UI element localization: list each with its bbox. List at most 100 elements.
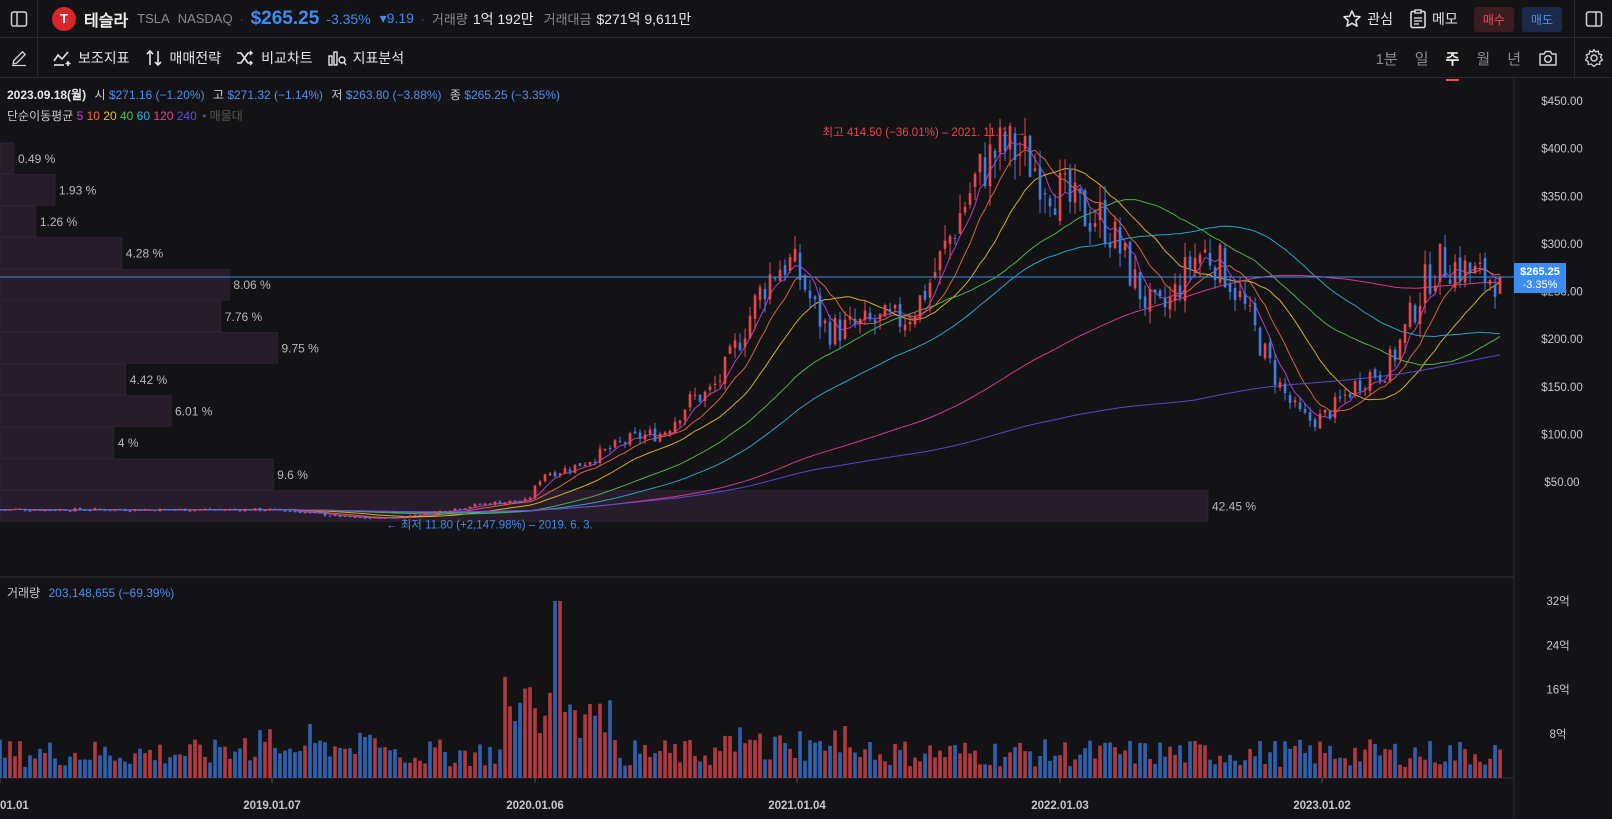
ma-period-60[interactable]: 60 [133,109,151,123]
candle-body [673,421,677,433]
candle-body [873,320,877,323]
volume-bar [618,757,622,778]
volume-bar [1388,749,1392,778]
volume-bar [298,750,302,778]
candle-body [1263,343,1267,359]
volume-bar [1108,742,1112,778]
candle-body [768,274,772,300]
candle-body [703,391,707,401]
candle-body [323,513,327,516]
candle-body [308,512,312,514]
candle-body [138,509,142,511]
camera-icon[interactable] [1538,49,1558,67]
ma-period-240[interactable]: 240 [173,109,197,123]
ma-period-5[interactable]: 5 [76,109,84,123]
candle-body [933,272,937,278]
ma-legend[interactable]: 단순이동평균 5 10 20 40 60 120 240 • 매물대 [7,107,243,124]
favorite-button[interactable]: 관심 [1342,9,1393,29]
gear-icon[interactable] [1574,38,1612,78]
candle-body [1128,242,1132,286]
candle-body [708,386,712,390]
amount-value: $271억 9,611만 [596,10,692,27]
volume-profile-bar [0,205,37,238]
volume-bar [998,766,1002,778]
y-axis-tick-label: $200.00 [1541,334,1583,346]
volume-bar [668,752,672,778]
stock-name[interactable]: 테슬라 [84,12,129,30]
price-chart[interactable]: 0.49 % 1.93 % 1.26 % 4.28 % 8.06 % 7.76 % 9.75… [0,78,1612,819]
volume-bar [1288,748,1292,778]
volume-bar [3,757,7,778]
period-month[interactable]: 월 [1476,50,1491,68]
volume-profile-label[interactable]: • 매물대 [202,109,243,123]
candle-body [1243,293,1247,304]
candle-body [853,318,857,325]
volume-bar [988,764,992,778]
candle-body [438,510,442,512]
ma-period-10[interactable]: 10 [83,109,100,123]
volume-bar [703,755,707,778]
period-week[interactable]: 주 [1445,48,1459,81]
volume-bar [598,703,602,778]
indicators-button[interactable]: 보조지표 [52,48,130,68]
separator-dot: · [420,11,425,26]
period-day[interactable]: 일 [1414,50,1429,68]
volume-bar [1218,755,1222,778]
candle-body [448,510,452,512]
volume-bar [788,748,792,778]
volume-bar [1038,756,1042,778]
volume-bar [893,744,897,778]
period-1min[interactable]: 1분 [1375,50,1398,68]
pencil-icon[interactable] [0,37,38,78]
volume-bar [793,757,797,778]
candle-body [688,394,692,408]
volume-bar [183,755,187,778]
strategy-button[interactable]: 매매전략 [144,48,221,68]
volume-bar [543,715,547,778]
candle-body [1078,188,1082,194]
candle-body [103,509,107,511]
right-panel-toggle-icon[interactable] [1574,0,1612,38]
candle-body [1093,223,1097,227]
top-bar: T 테슬라 TSLA NASDAQ · $265.25 -3.35% ▾9.19… [0,0,1612,38]
volume-bar [1058,755,1062,778]
volume-bar [558,601,562,778]
volume-bar [348,748,352,778]
candle-body [558,473,562,476]
ma-period-40[interactable]: 40 [116,109,134,123]
volume-bar [133,753,137,778]
volume-bar [163,763,167,778]
period-year[interactable]: 년 [1507,50,1521,68]
volume-bar [1028,751,1032,778]
candle-body [1143,296,1147,308]
candle-body [1333,397,1337,418]
candle-body [163,509,167,511]
volume-bar [173,754,177,778]
volume-bar [1373,744,1377,778]
volume-bar [493,763,497,778]
buy-button[interactable]: 매수 [1473,6,1514,32]
volume-bar [303,745,307,778]
volume-bar [863,749,867,778]
candle-body [943,240,947,249]
y-axis-tick-label: $300.00 [1541,239,1583,251]
sidebar-toggle-icon[interactable] [0,0,38,38]
volume-bar [1303,752,1307,778]
volume-bar [968,753,972,778]
memo-button[interactable]: 메모 [1409,9,1458,29]
volume-bar [553,601,557,778]
volume-bar [693,755,697,778]
candle-body [183,508,187,511]
candle-body [98,508,102,510]
volume-bar [583,714,587,778]
candle-body [988,144,992,187]
ma-period-20[interactable]: 20 [99,109,117,123]
sell-button[interactable]: 매도 [1521,6,1562,32]
ma-period-120[interactable]: 120 [150,109,174,123]
y-axis-tick-label: $50.00 [1544,477,1579,489]
candle-body [93,508,97,511]
compare-button[interactable]: 비교차트 [235,48,313,68]
change-amount: ▾9.19 [379,10,414,26]
volume-bar [1443,761,1447,778]
analysis-button[interactable]: 지표분석 [327,48,404,68]
